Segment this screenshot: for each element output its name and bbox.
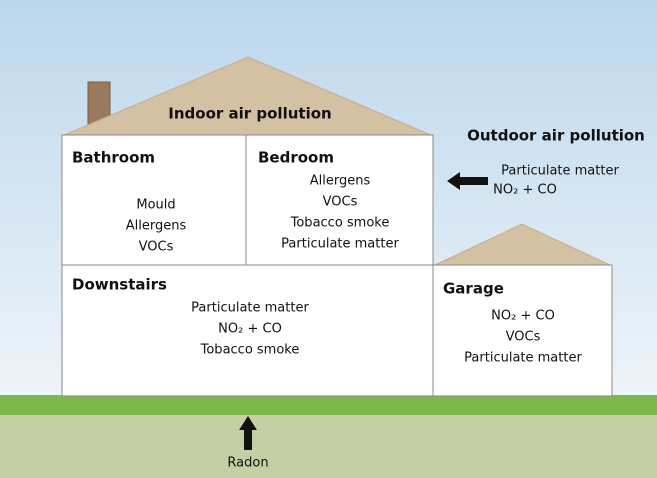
grass — [0, 395, 657, 415]
room-item: NO₂ + CO — [491, 309, 555, 324]
room-item: Particulate matter — [191, 301, 309, 316]
ground — [0, 415, 657, 478]
room-item: VOCs — [506, 330, 541, 345]
outdoor-item: Particulate matter — [501, 164, 619, 179]
outdoor-title: Outdoor air pollution — [467, 127, 645, 145]
room-item: Mould — [136, 198, 175, 213]
room-item: Allergens — [126, 219, 187, 234]
arrow-up — [239, 416, 257, 450]
room-item: NO₂ + CO — [218, 322, 282, 337]
room-item: Particulate matter — [281, 237, 399, 252]
roof-title: Indoor air pollution — [168, 105, 331, 123]
arrow-left — [447, 172, 488, 190]
room-item: VOCs — [139, 240, 174, 255]
room-item: Tobacco smoke — [200, 343, 300, 358]
garage-body — [432, 264, 613, 397]
room-item: Tobacco smoke — [290, 216, 390, 231]
ground-source: Radon — [227, 456, 268, 471]
room-item: Allergens — [310, 174, 371, 189]
room-item: Particulate matter — [464, 351, 582, 366]
room-name: Downstairs — [72, 276, 167, 294]
outdoor-item: NO₂ + CO — [493, 183, 557, 198]
room-name: Garage — [443, 280, 504, 298]
room-item: VOCs — [323, 195, 358, 210]
room-name: Bathroom — [72, 149, 155, 167]
room-name: Bedroom — [258, 149, 334, 167]
